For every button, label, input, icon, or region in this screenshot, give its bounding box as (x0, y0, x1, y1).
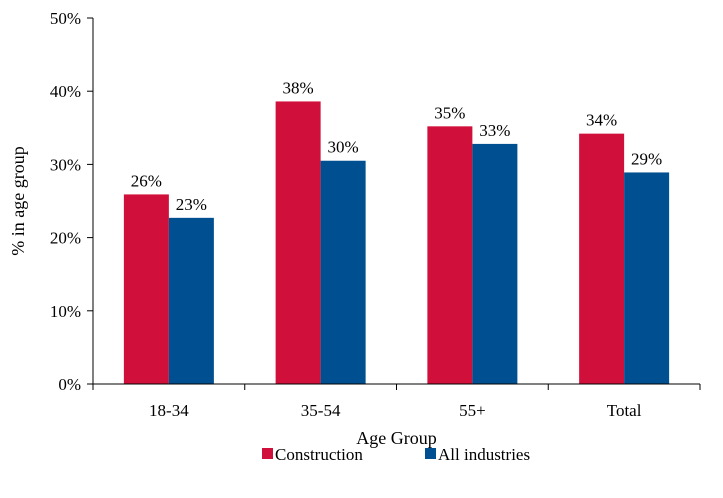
bar (472, 143, 518, 384)
y-axis-title: % in age group (8, 146, 28, 255)
legend-label: Construction (275, 445, 363, 464)
y-tick-label: 50% (50, 9, 81, 28)
data-label: 38% (283, 78, 314, 97)
data-label: 35% (434, 103, 465, 122)
bar (123, 194, 169, 384)
y-tick-label: 20% (50, 229, 81, 248)
y-tick-label: 30% (50, 155, 81, 174)
data-label: 29% (631, 149, 662, 168)
data-label: 33% (479, 121, 510, 140)
data-label: 30% (328, 138, 359, 157)
x-axis-ticks: 18-34 35-54 55+ Total (92, 384, 701, 420)
legend-swatch (262, 448, 273, 459)
x-tick-label: Total (607, 401, 642, 420)
data-label: 26% (131, 171, 162, 190)
y-tick-label: 40% (50, 82, 81, 101)
legend-label: All industries (438, 445, 530, 464)
legend: Construction All industries (262, 445, 530, 464)
y-tick-label: 10% (50, 302, 81, 321)
y-axis-ticks: 0% 10% 20% 30% 40% 50% (50, 9, 93, 394)
bar (624, 172, 670, 384)
x-axis-title: Age Group (356, 428, 436, 448)
data-labels: 26% 38% 35% 34% 23% 30% 33% 29% (131, 78, 662, 213)
bar (579, 133, 625, 384)
legend-swatch (425, 448, 436, 459)
bar (320, 160, 366, 384)
x-tick-label: 18-34 (149, 401, 189, 420)
bars (123, 101, 670, 384)
x-tick-label: 55+ (459, 401, 486, 420)
x-tick-label: 35-54 (301, 401, 341, 420)
bar (427, 126, 473, 384)
data-label: 34% (586, 111, 617, 130)
bar (168, 217, 214, 384)
data-label: 23% (176, 195, 207, 214)
y-tick-label: 0% (58, 375, 81, 394)
bar (275, 101, 321, 384)
